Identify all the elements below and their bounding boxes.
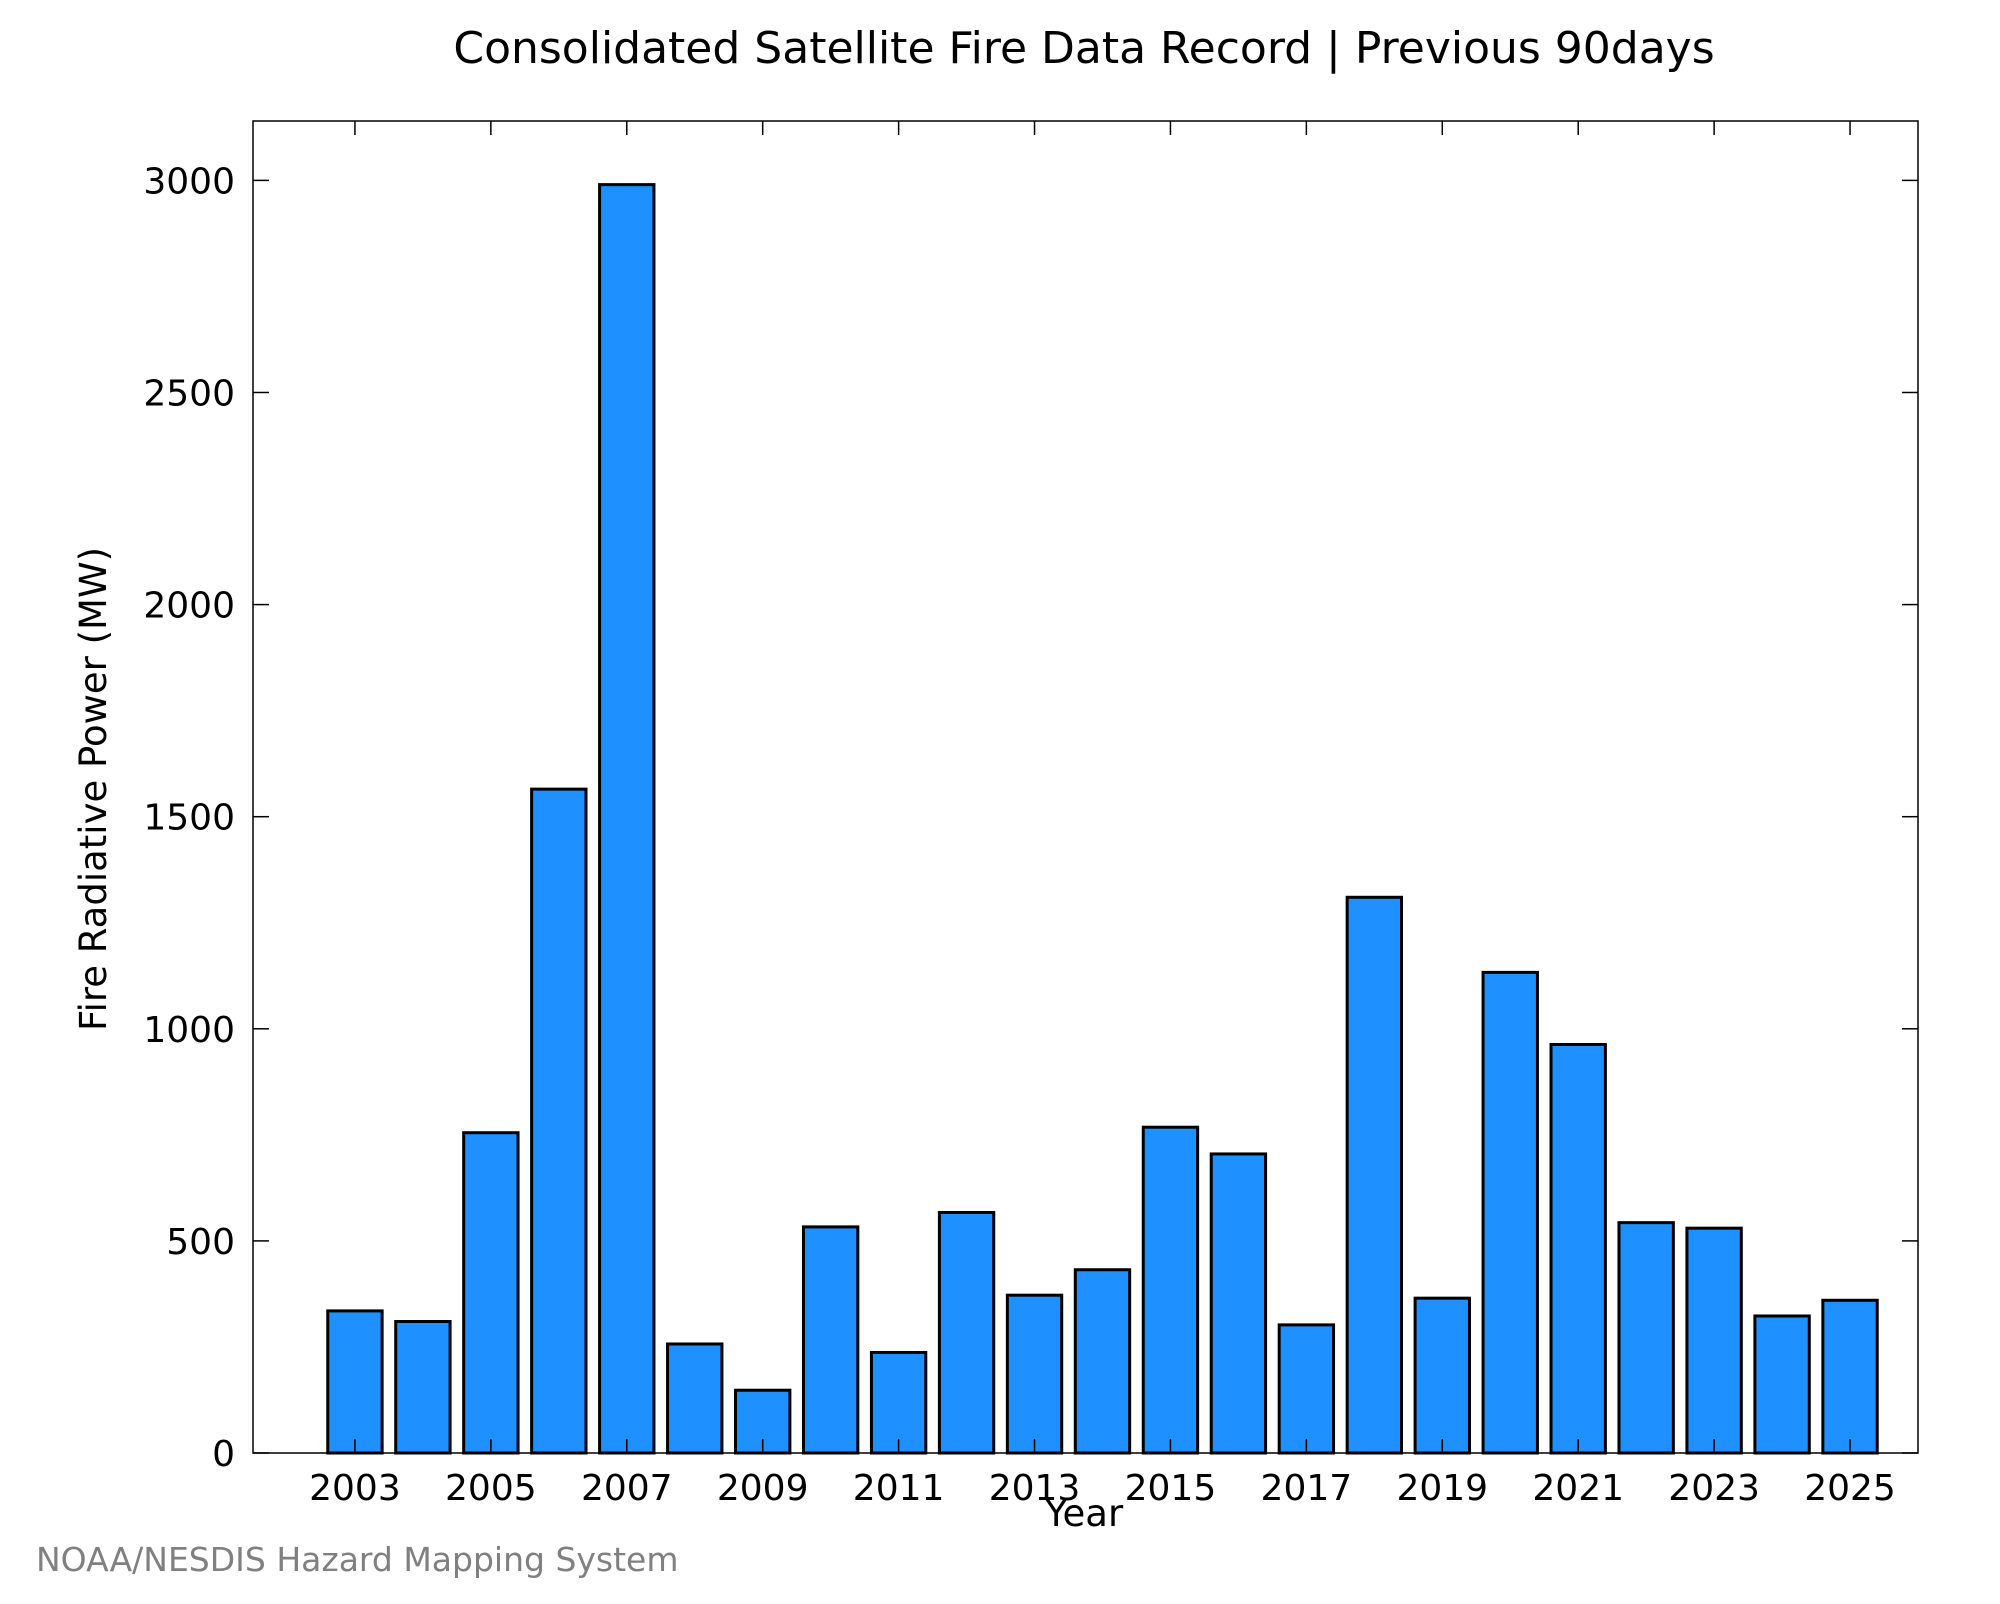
source-credit: NOAA/NESDIS Hazard Mapping System: [36, 1540, 679, 1579]
x-tick-label-2019: 2019: [1396, 1468, 1488, 1509]
bar-2019: [1413, 1296, 1471, 1455]
y-tick-label-1500: 1500: [143, 798, 235, 839]
y-axis-label: Fire Radiative Power (MW): [72, 547, 115, 1031]
bar-2017: [1277, 1323, 1336, 1455]
plot-area: 0 500 1000 1500 2000 2500 3000 2003 2005 2007 2009…: [143, 120, 1919, 1509]
y-tick-label-2500: 2500: [143, 373, 235, 414]
bar-2021: [1549, 1042, 1607, 1455]
bar-2025: [1821, 1298, 1879, 1455]
x-tick-label-2011: 2011: [853, 1468, 945, 1509]
bar-2016: [1209, 1152, 1268, 1455]
bar-2010: [801, 1225, 860, 1455]
y-tick-label-0: 0: [212, 1434, 235, 1475]
bar-2004: [394, 1319, 452, 1455]
x-tick-label-2023: 2023: [1668, 1468, 1760, 1509]
bar-2011: [869, 1350, 928, 1455]
bar-2015: [1141, 1125, 1200, 1455]
x-axis-label: Year: [1044, 1492, 1124, 1535]
bar-2006: [530, 787, 588, 1455]
x-tick-label-2009: 2009: [717, 1468, 809, 1509]
plot-frame: [252, 120, 1919, 1454]
x-tick-label-2021: 2021: [1532, 1468, 1624, 1509]
bar-2013: [1005, 1293, 1064, 1455]
x-tick-label-2025: 2025: [1804, 1468, 1896, 1509]
bar-2024: [1753, 1314, 1811, 1455]
bar-2023: [1685, 1226, 1743, 1455]
bar-2020: [1481, 970, 1539, 1455]
x-tick-label-2015: 2015: [1125, 1468, 1217, 1509]
bar-2012: [937, 1210, 996, 1455]
chart-title: Consolidated Satellite Fire Data Record …: [453, 23, 1714, 74]
bar-2022: [1617, 1221, 1675, 1455]
y-tick-label-1000: 1000: [143, 1010, 235, 1051]
bar-2018: [1345, 895, 1404, 1455]
x-tick-label-2017: 2017: [1261, 1468, 1353, 1509]
bar-2008: [666, 1342, 724, 1455]
bar-2003: [326, 1309, 384, 1455]
y-tick-label-3000: 3000: [143, 161, 235, 202]
bar-2005: [462, 1131, 520, 1455]
bar-2014: [1073, 1268, 1132, 1455]
x-tick-label-2013: 2013: [989, 1468, 1081, 1509]
y-tick-label-2000: 2000: [143, 586, 235, 627]
x-tick-label-2007: 2007: [581, 1468, 673, 1509]
x-tick-label-2005: 2005: [445, 1468, 537, 1509]
bar-2007: [598, 183, 656, 1455]
x-tick-label-2003: 2003: [309, 1468, 401, 1509]
y-tick-label-500: 500: [166, 1222, 235, 1263]
